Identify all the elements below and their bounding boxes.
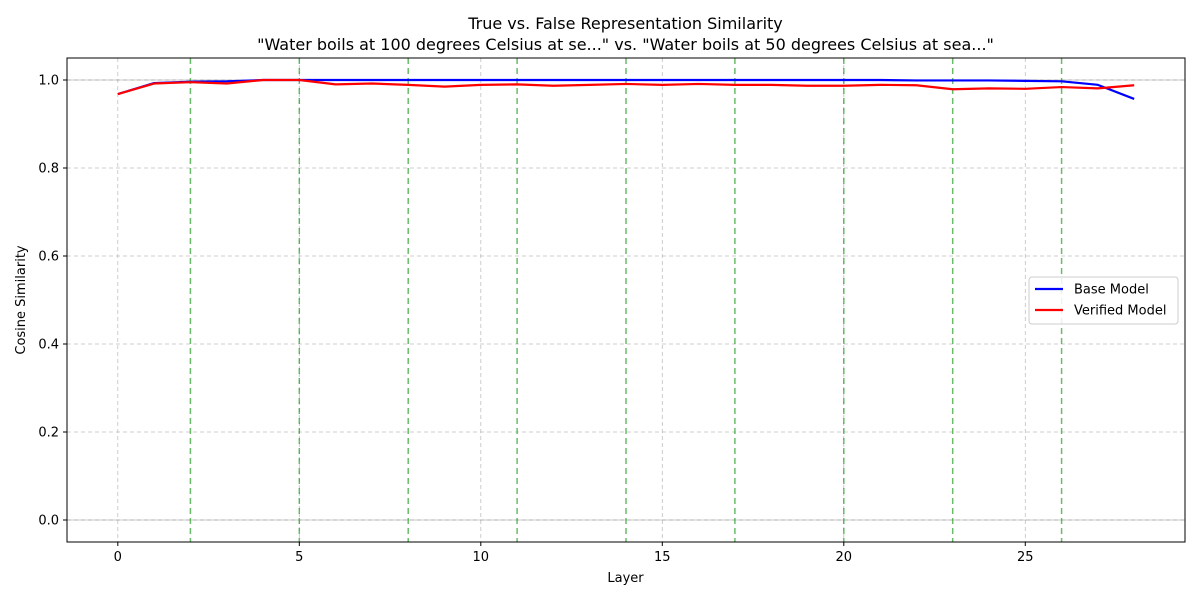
plot-frame <box>66 57 1186 543</box>
y-tick-label: 0.8 <box>38 162 59 177</box>
y-tick-label: 0.6 <box>38 250 59 265</box>
y-tick-label: 0.0 <box>38 514 59 529</box>
legend-label: Base Model <box>1074 283 1149 298</box>
x-tick-label: 20 <box>836 550 853 565</box>
legend-label: Verified Model <box>1074 304 1166 319</box>
x-tick-label: 0 <box>114 550 122 565</box>
chart-subtitle: "Water boils at 100 degrees Celsius at s… <box>257 35 994 54</box>
x-tick-label: 25 <box>1017 550 1034 565</box>
chart-title: True vs. False Representation Similarity <box>467 14 783 33</box>
x-axis-label: Layer <box>607 571 644 586</box>
x-tick-label: 5 <box>295 550 303 565</box>
legend-box <box>1028 276 1179 325</box>
y-tick-label: 0.2 <box>38 426 59 441</box>
x-tick-label: 15 <box>654 550 671 565</box>
y-tick-label: 1.0 <box>38 74 59 89</box>
series-line-verified-model <box>117 78 1135 96</box>
x-tick-label: 10 <box>473 550 490 565</box>
y-axis-label: Cosine Similarity <box>14 245 29 355</box>
y-tick-label: 0.4 <box>38 338 59 353</box>
